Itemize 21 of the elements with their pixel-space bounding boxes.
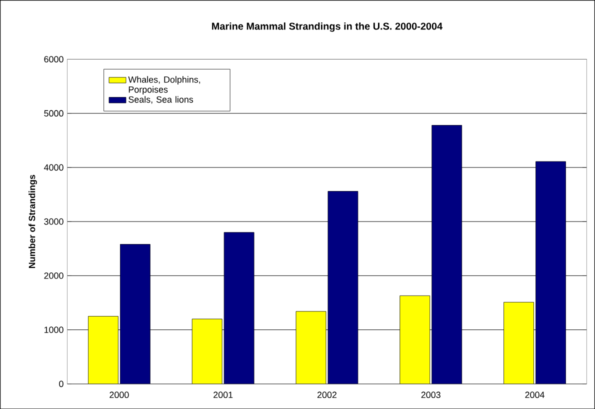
- bar: [88, 316, 118, 384]
- x-tick-label: 2002: [317, 392, 336, 398]
- legend-label: Whales, Dolphins, Porpoises: [128, 76, 200, 94]
- y-tick-label: 3000: [44, 218, 64, 225]
- legend-label: Seals, Sea lions: [128, 96, 194, 104]
- y-tick-label: 1000: [44, 326, 64, 333]
- y-tick-label: 4000: [44, 164, 64, 171]
- bar: [192, 318, 222, 384]
- y-axis-title: Number of Strandings: [28, 174, 37, 268]
- y-tick-label: 2000: [44, 272, 64, 279]
- x-tick-label: 2003: [421, 392, 440, 398]
- y-tick-label: 6000: [44, 56, 64, 62]
- bar: [504, 302, 534, 384]
- x-tick-label: 2000: [110, 392, 129, 398]
- bar: [400, 295, 430, 384]
- x-tick-label: 2001: [214, 392, 233, 398]
- x-tick-label: 2004: [525, 392, 544, 398]
- y-tick-label: 0: [59, 380, 64, 387]
- y-tick-label: 5000: [44, 110, 64, 116]
- bar: [296, 311, 326, 384]
- chart-title: Marine Mammal Strandings in the U.S. 2000-2004: [212, 22, 442, 32]
